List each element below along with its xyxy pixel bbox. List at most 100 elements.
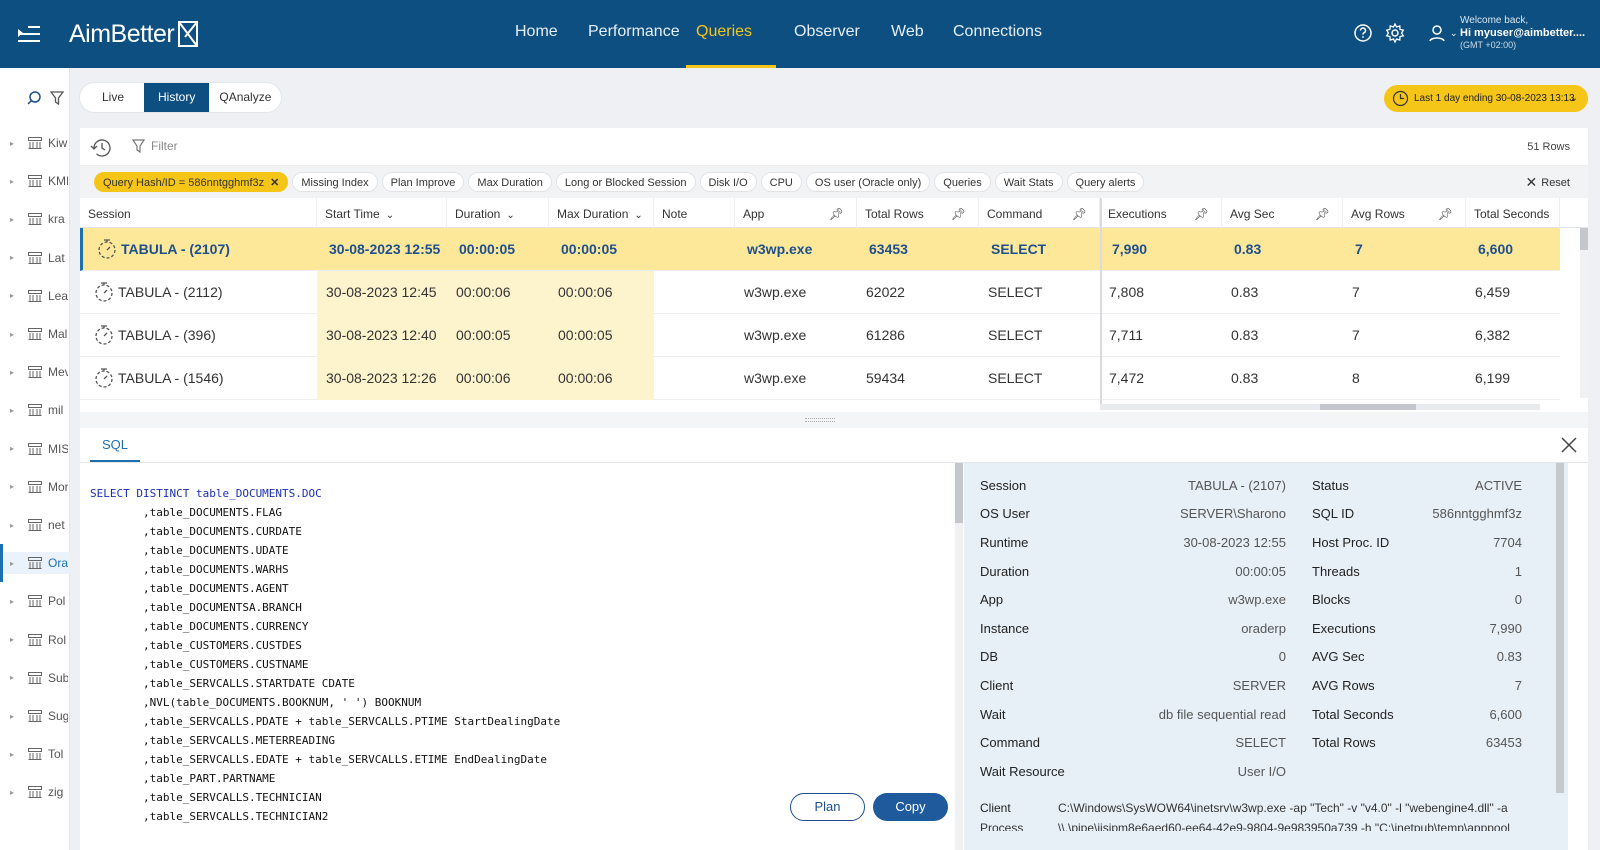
sidebar-item-server[interactable]: ▸ Mal — [0, 323, 70, 345]
nav-observer[interactable]: Observer — [794, 23, 860, 40]
expand-arrow-icon[interactable]: ▸ — [10, 405, 15, 415]
expand-arrow-icon[interactable]: ▸ — [10, 444, 15, 454]
tab-live[interactable]: Live — [102, 90, 125, 104]
sidebar-item-server[interactable]: ▸ KMI — [0, 170, 70, 192]
sidebar-item-server[interactable]: ▸ Lea — [0, 285, 70, 307]
filter-chip[interactable]: Wait Stats — [994, 172, 1063, 192]
panel-splitter[interactable] — [80, 412, 1588, 428]
expand-arrow-icon[interactable]: ▸ — [10, 482, 15, 492]
close-icon[interactable] — [1560, 436, 1578, 454]
expand-arrow-icon[interactable]: ▸ — [10, 596, 15, 606]
nav-web[interactable]: Web — [891, 23, 924, 40]
tab-sql[interactable]: SQL — [90, 428, 140, 462]
menu-toggle-icon[interactable] — [18, 26, 40, 42]
pin-icon[interactable]: 📌︎ — [1314, 207, 1330, 221]
expand-arrow-icon[interactable]: ▸ — [10, 176, 15, 186]
sidebar-item-server[interactable]: ▸ Mor — [0, 476, 70, 498]
sort-chevron-icon[interactable]: ⌄ — [385, 210, 395, 221]
sidebar-item-server[interactable]: ▸ net — [0, 514, 70, 536]
expand-arrow-icon[interactable]: ▸ — [10, 635, 15, 645]
column-header-app[interactable]: App 📌︎ — [735, 198, 857, 228]
filter-chip[interactable]: CPU — [760, 172, 802, 192]
column-header-executions[interactable]: Executions 📌︎ — [1100, 198, 1222, 228]
column-header-total-seconds[interactable]: Total Seconds — [1466, 198, 1560, 228]
expand-arrow-icon[interactable]: ▸ — [10, 787, 15, 797]
sidebar-item-server[interactable]: ▸ kra — [0, 208, 70, 230]
vertical-scrollbar[interactable] — [1580, 228, 1588, 398]
details-scrollbar[interactable] — [1556, 463, 1564, 793]
filter-input[interactable]: Filter — [132, 139, 178, 153]
pin-icon[interactable]: 📌︎ — [950, 207, 966, 221]
sidebar-item-server[interactable]: ▸ Lat — [0, 247, 70, 269]
expand-arrow-icon[interactable]: ▸ — [10, 749, 15, 759]
column-header-avg-sec[interactable]: Avg Sec 📌︎ — [1222, 198, 1343, 228]
filter-chip[interactable]: OS user (Oracle only) — [805, 172, 931, 192]
history-icon[interactable] — [90, 137, 114, 159]
expand-arrow-icon[interactable]: ▸ — [10, 367, 15, 377]
sidebar-item-server[interactable]: ▸ Sub — [0, 667, 70, 689]
column-header-command[interactable]: Command 📌︎ — [979, 198, 1100, 228]
expand-arrow-icon[interactable]: ▸ — [10, 291, 15, 301]
search-icon[interactable] — [26, 90, 42, 106]
filter-chip[interactable]: Max Duration — [468, 172, 552, 192]
user-chevron-down-icon[interactable]: ⌄ — [1450, 28, 1458, 38]
table-row[interactable]: TABULA - (396) 30-08-2023 12:40 00:00:05 00… — [80, 314, 1560, 357]
column-header-total-rows[interactable]: Total Rows 📌︎ — [857, 198, 979, 228]
pin-icon[interactable]: 📌︎ — [1437, 207, 1453, 221]
table-row[interactable]: TABULA - (1546) 30-08-2023 12:26 00:00:06 0… — [80, 357, 1560, 400]
filter-funnel-icon[interactable] — [50, 90, 64, 106]
copy-button[interactable]: Copy — [873, 793, 948, 821]
user-info[interactable]: Welcome back, Hi myuser@aimbetter.... (G… — [1460, 15, 1585, 51]
nav-connections[interactable]: Connections — [953, 23, 1042, 40]
expand-arrow-icon[interactable]: ▸ — [10, 329, 15, 339]
filter-chip[interactable]: Queries — [934, 172, 991, 192]
reset-button[interactable]: ✕ Reset — [1526, 174, 1570, 191]
filter-chip[interactable]: Query alerts — [1066, 172, 1145, 192]
plan-button[interactable]: Plan — [790, 793, 865, 821]
expand-arrow-icon[interactable]: ▸ — [10, 558, 15, 568]
column-header-avg-rows[interactable]: Avg Rows 📌︎ — [1343, 198, 1466, 228]
remove-chip-icon[interactable]: ✕ — [270, 177, 280, 189]
sort-chevron-icon[interactable]: ⌄ — [634, 210, 643, 221]
tab-qanalyze[interactable]: QAnalyze — [219, 90, 272, 104]
expand-arrow-icon[interactable]: ▸ — [10, 138, 15, 148]
nav-performance[interactable]: Performance — [588, 23, 680, 40]
sidebar-item-server[interactable]: ▸ zig — [0, 781, 70, 803]
filter-chip[interactable]: Disk I/O — [699, 172, 757, 192]
sidebar-item-server[interactable]: ▸ Tol — [0, 743, 70, 765]
app-logo[interactable]: AimBetter — [69, 20, 200, 49]
sidebar-item-server[interactable]: ▸ mil — [0, 399, 70, 421]
filter-chip[interactable]: Plan Improve — [381, 172, 465, 192]
expand-arrow-icon[interactable]: ▸ — [10, 673, 15, 683]
sort-chevron-icon[interactable]: ⌄ — [506, 210, 515, 221]
horizontal-scrollbar[interactable] — [1100, 404, 1540, 410]
sidebar-item-server[interactable]: ▸ Rol — [0, 629, 70, 651]
pin-icon[interactable]: 📌︎ — [1071, 207, 1087, 221]
sql-text[interactable]: SELECT DISTINCT table_DOCUMENTS.DOC ,tab… — [90, 484, 560, 826]
active-filter-chip[interactable]: Query Hash/ID = 586nntgghmf3z ✕ — [94, 172, 289, 192]
date-range-selector[interactable]: Last 1 day ending 30-08-2023 13:13 ⌄ — [1384, 85, 1588, 112]
expand-arrow-icon[interactable]: ▸ — [10, 520, 15, 530]
nav-home[interactable]: Home — [515, 23, 558, 40]
table-row[interactable]: TABULA - (2112) 30-08-2023 12:45 00:00:06 0… — [80, 271, 1560, 314]
sidebar-item-server[interactable]: ▸ MIS — [0, 438, 70, 460]
column-header-start-time[interactable]: Start Time ⌄ — [317, 198, 447, 228]
sidebar-item-server[interactable]: ▸ Sug — [0, 705, 70, 727]
sidebar-item-server[interactable]: ▸ Ora — [0, 544, 70, 583]
sidebar-item-server[interactable]: ▸ Mev — [0, 361, 70, 383]
sql-scrollbar[interactable] — [955, 463, 963, 850]
column-header-note[interactable]: Note — [654, 198, 735, 228]
filter-chip[interactable]: Missing Index — [292, 172, 378, 192]
sidebar-item-server[interactable]: ▸ Pol — [0, 590, 70, 612]
filter-chip[interactable]: Long or Blocked Session — [555, 172, 696, 192]
user-avatar-icon[interactable] — [1426, 22, 1448, 44]
column-header-duration[interactable]: Duration ⌄ — [447, 198, 549, 228]
pin-icon[interactable]: 📌︎ — [828, 207, 844, 221]
help-icon[interactable] — [1352, 22, 1374, 44]
column-header-session[interactable]: Session — [80, 198, 317, 228]
tab-history[interactable]: History — [144, 83, 210, 112]
expand-arrow-icon[interactable]: ▸ — [10, 214, 15, 224]
nav-queries[interactable]: Queries — [686, 0, 776, 68]
column-header-max-duration[interactable]: Max Duration ⌄ — [549, 198, 654, 228]
sidebar-item-server[interactable]: ▸ Kiw — [0, 132, 70, 154]
